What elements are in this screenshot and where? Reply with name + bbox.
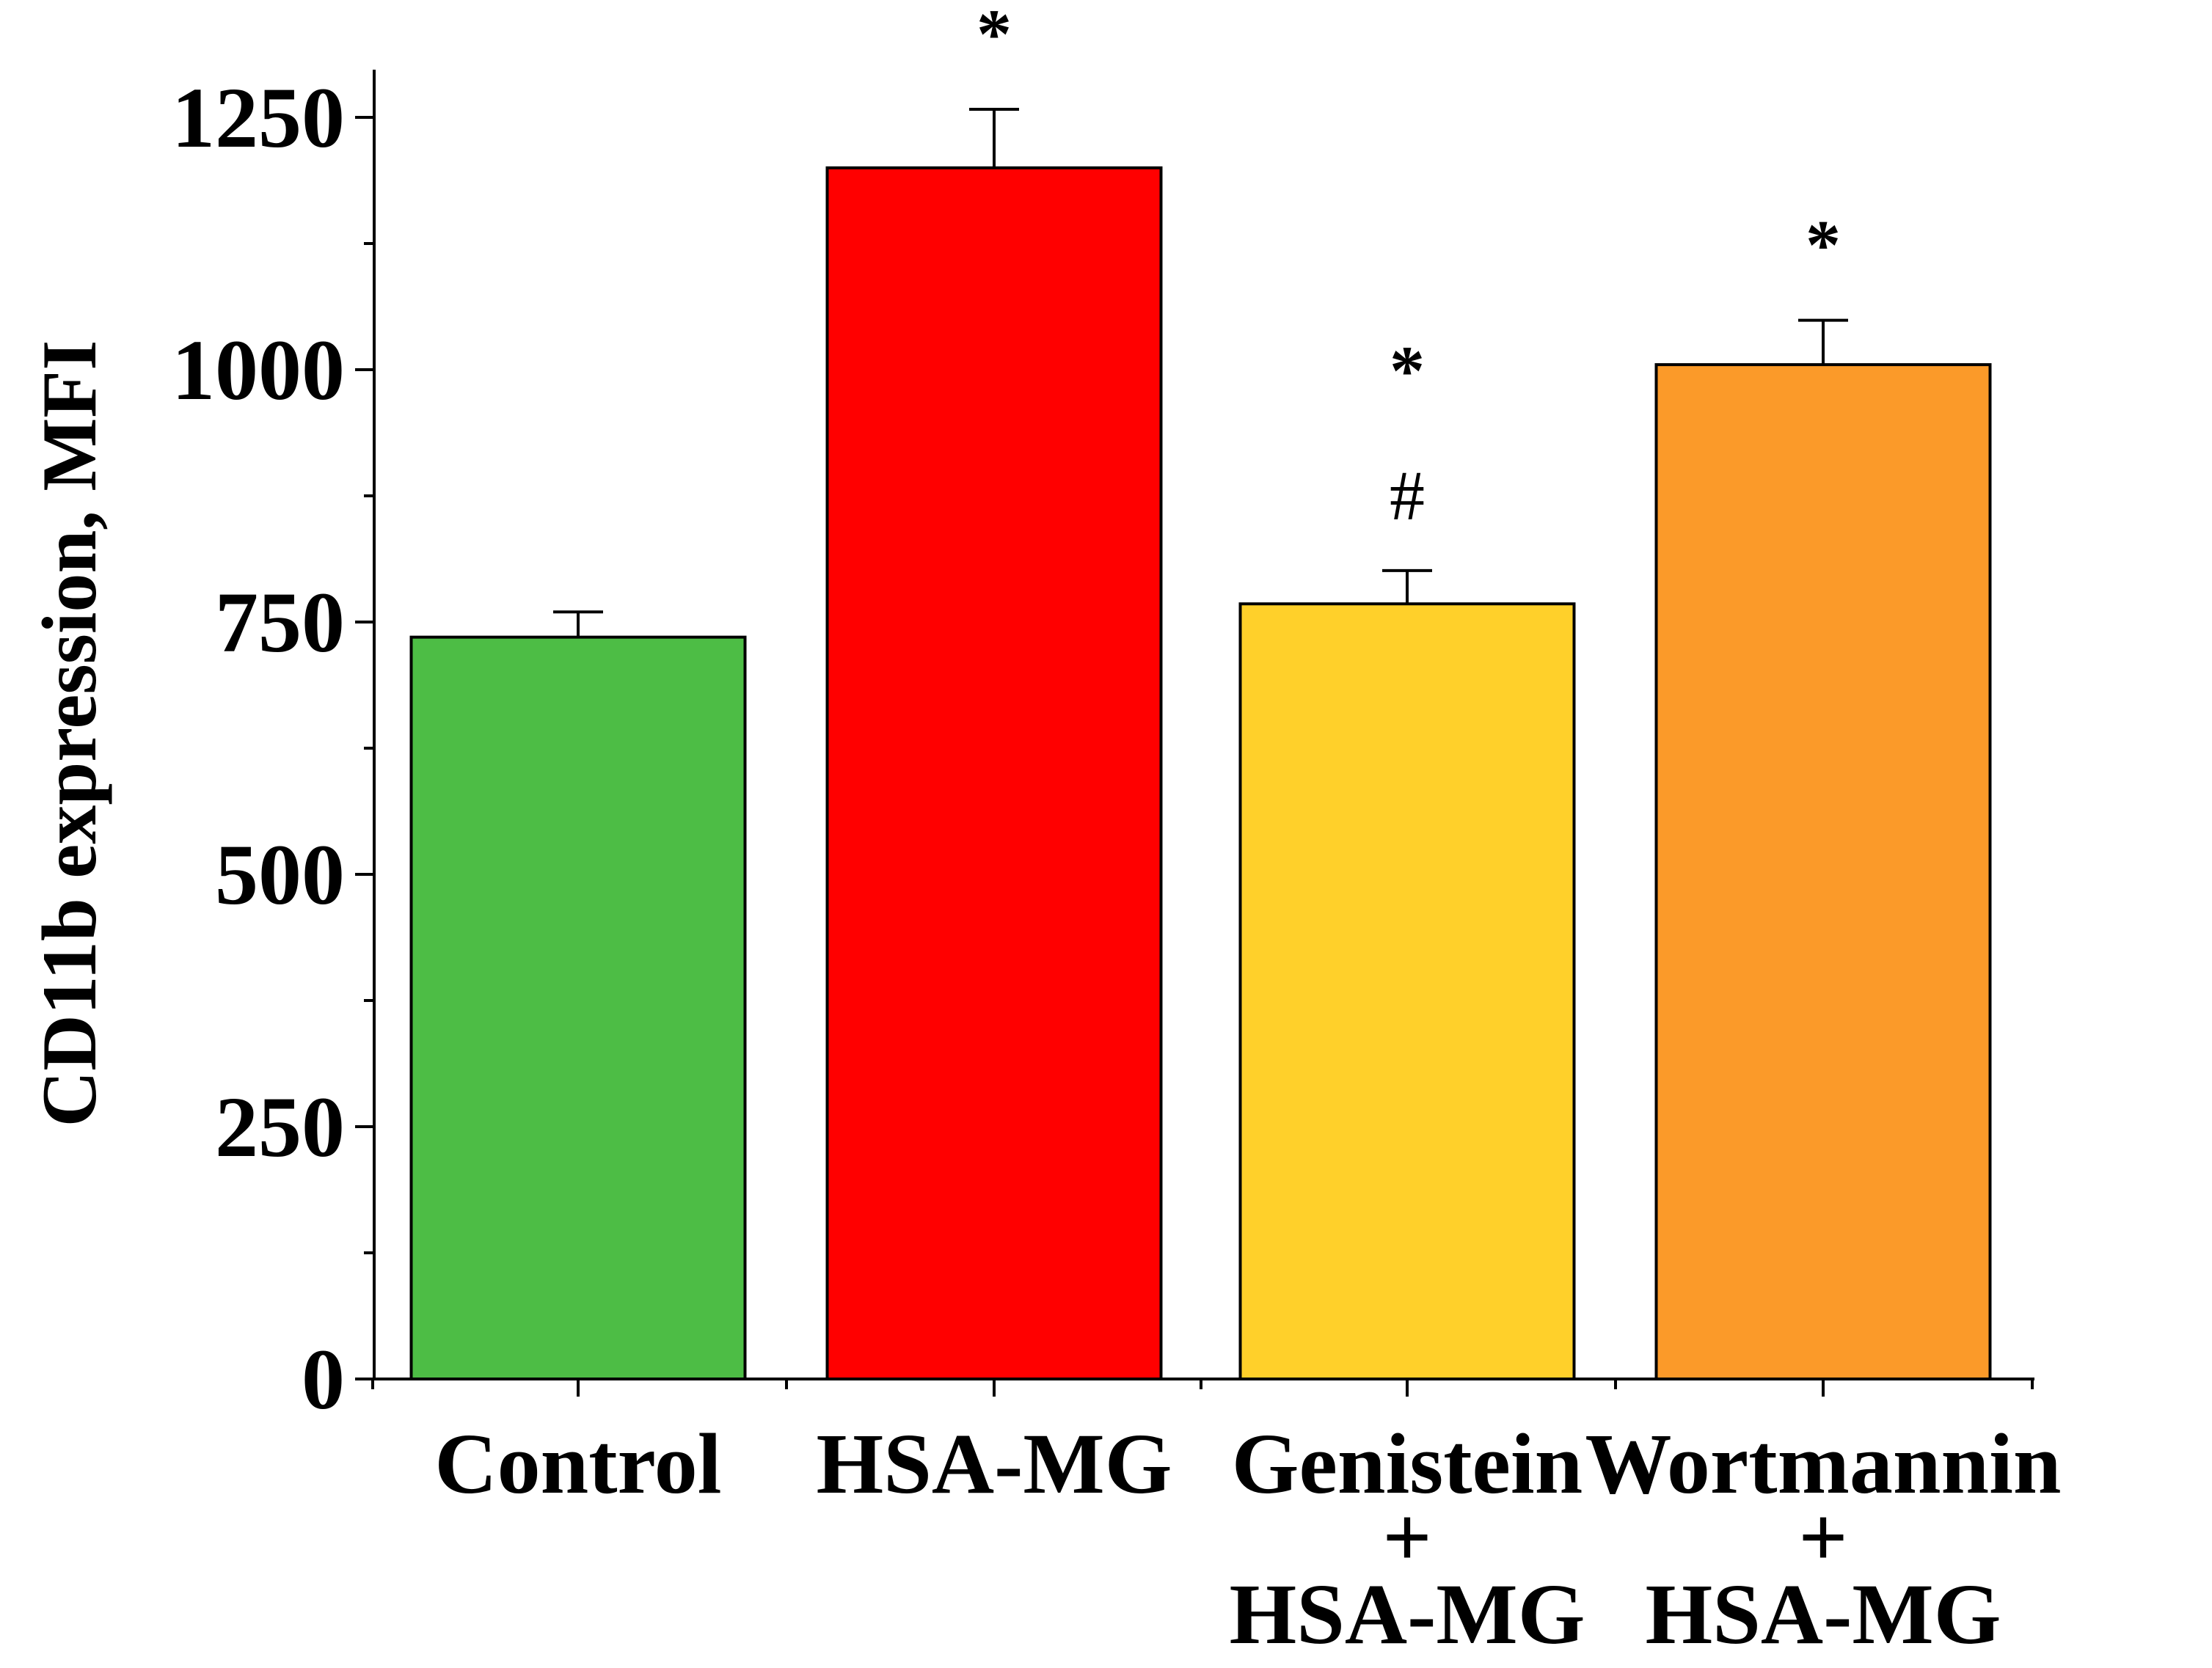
- y-tick-label-500: 500: [215, 827, 345, 923]
- error-bars-layer: [553, 107, 1848, 637]
- y-tick-label-1250: 1250: [172, 70, 345, 166]
- x-label-hsa-mg-line-1: HSA-MG: [816, 1416, 1172, 1512]
- y-tick-label-250: 250: [215, 1079, 345, 1175]
- axes-layer: [373, 70, 2034, 1380]
- x-label-genistein-hsa-mg-line-1: Genistein: [1232, 1416, 1583, 1512]
- x-label-genistein-hsa-mg-line-3: HSA-MG: [1229, 1566, 1585, 1662]
- x-label-wortmannin-hsa-mg-line-3: HSA-MG: [1645, 1566, 2001, 1662]
- significance-star-wortmannin-hsa-mg: *: [1806, 206, 1841, 285]
- y-tick-label-750: 750: [215, 574, 345, 670]
- bar-genistein-hsa-mg: [1238, 602, 1576, 1380]
- x-label-genistein-hsa-mg-line-2: +: [1382, 1489, 1431, 1585]
- y-axis-title: CD11b expression, MFI: [26, 340, 112, 1127]
- bars-layer: [409, 166, 1992, 1380]
- y-ticks-layer: 0 250 500 750 1000 1250: [172, 70, 374, 1427]
- significance-hash-genistein-hsa-mg: #: [1390, 456, 1425, 535]
- x-labels-layer: Control HSA-MG Genistein+HSA-MGWortmannin+…: [371, 1379, 2062, 1662]
- bar-wortmannin-hsa-mg: [1654, 363, 1992, 1380]
- y-tick-label-0: 0: [302, 1331, 345, 1427]
- bar-control: [409, 635, 747, 1380]
- x-label-wortmannin-hsa-mg-line-1: Wortmannin: [1585, 1416, 2061, 1512]
- significance-star-hsa-mg: *: [977, 0, 1012, 73]
- x-label-control-line-1: Control: [434, 1416, 721, 1512]
- significance-star-genistein-hsa-mg: *: [1390, 332, 1425, 410]
- bar-hsa-mg: [825, 166, 1163, 1380]
- y-tick-label-1000: 1000: [172, 322, 345, 418]
- x-label-wortmannin-hsa-mg-line-2: +: [1798, 1489, 1847, 1585]
- annotations-layer: * # * *: [977, 0, 1841, 535]
